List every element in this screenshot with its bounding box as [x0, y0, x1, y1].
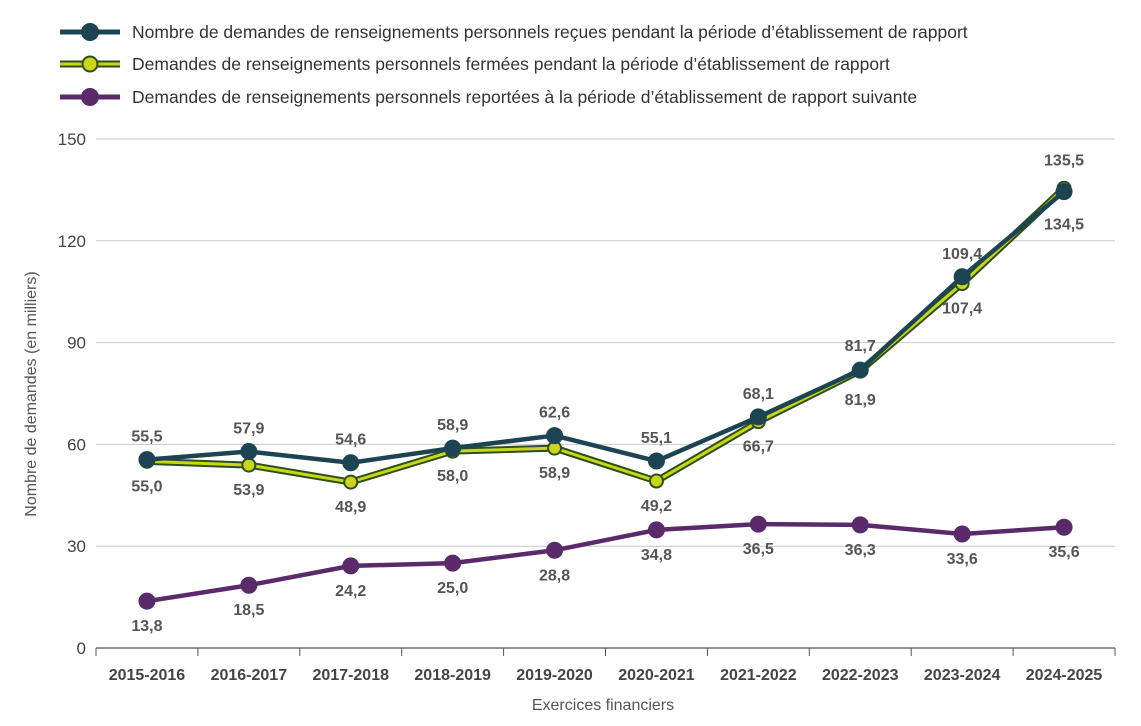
data-label: 25,0	[437, 580, 468, 597]
legend-marker-received	[81, 23, 99, 41]
axes: 0 30 60 90 120 150 2015-2016 2016-2017 2017-2018…	[58, 130, 1116, 684]
data-label: 68,1	[743, 386, 774, 403]
data-point	[749, 408, 767, 426]
series-0	[138, 183, 1073, 472]
data-point	[1055, 183, 1073, 201]
legend-label-closed: Demandes de renseignements personnels fe…	[132, 54, 890, 74]
x-tick-label: 2021-2022	[720, 667, 797, 684]
x-tick-label: 2015-2016	[109, 667, 186, 684]
y-tick-label: 0	[77, 639, 86, 658]
x-tick-label: 2019-2020	[516, 667, 593, 684]
data-labels: 55,5 57,9 54,6 58,9 62,6 55,1 68,1 81,9 109,4 134…	[131, 153, 1084, 636]
data-label: 36,5	[743, 541, 774, 558]
y-tick-label: 120	[58, 232, 86, 251]
data-point	[851, 516, 869, 534]
data-label: 135,5	[1044, 153, 1084, 170]
legend-marker-closed	[81, 55, 99, 73]
data-label: 109,4	[942, 246, 982, 263]
data-point	[240, 576, 258, 594]
y-tick-label: 60	[67, 435, 86, 454]
series-1	[139, 180, 1072, 490]
data-label: 55,0	[131, 478, 162, 495]
data-point	[343, 474, 359, 490]
data-point	[241, 457, 257, 473]
data-label: 57,9	[233, 421, 264, 438]
data-label: 58,9	[437, 417, 468, 434]
x-tick-label: 2024-2025	[1026, 667, 1103, 684]
data-point	[953, 525, 971, 543]
data-point	[444, 554, 462, 572]
series-layer	[138, 180, 1073, 610]
gridlines	[96, 138, 1115, 547]
data-label: 28,8	[539, 567, 570, 584]
data-label: 49,2	[641, 498, 672, 515]
y-tick-label: 30	[67, 537, 86, 556]
data-label: 48,9	[335, 499, 366, 516]
data-label: 58,0	[437, 468, 468, 485]
data-label: 13,8	[131, 618, 162, 635]
series-line	[146, 521, 1065, 604]
data-point	[138, 451, 156, 469]
data-label: 53,9	[233, 482, 264, 499]
data-point	[647, 521, 665, 539]
data-point	[444, 439, 462, 457]
series-line	[146, 187, 1066, 484]
legend-label-received: Nombre de demandes de renseignements per…	[132, 22, 968, 42]
data-label: 55,5	[131, 429, 162, 446]
x-tick-label: 2023-2024	[924, 667, 1001, 684]
x-tick-label: 2022-2023	[822, 667, 899, 684]
data-label: 55,1	[641, 430, 672, 447]
x-tick-label: 2020-2021	[618, 667, 695, 684]
data-point	[648, 473, 664, 489]
data-label: 24,2	[335, 583, 366, 600]
legend-label-carried-over: Demandes de renseignements personnels re…	[132, 87, 917, 107]
data-point	[1055, 518, 1073, 536]
data-label: 62,6	[539, 405, 570, 422]
data-label: 36,3	[845, 542, 876, 559]
series-line-outline	[146, 185, 1067, 486]
data-label: 18,5	[233, 602, 264, 619]
data-label: 33,6	[947, 551, 978, 568]
legend-marker-carried-over	[81, 88, 99, 106]
x-axis-title: Exercices financiers	[532, 697, 674, 714]
data-point	[546, 427, 564, 445]
x-tick-label: 2016-2017	[211, 667, 288, 684]
y-axis-title: Nombre de demandes (en milliers)	[23, 271, 40, 516]
x-tick-label: 2018-2019	[414, 667, 491, 684]
legend-item-carried-over: Demandes de renseignements personnels re…	[60, 87, 917, 107]
data-label: 81,7	[845, 338, 876, 355]
legend: Nombre de demandes de renseignements per…	[60, 22, 968, 107]
data-label: 58,9	[539, 465, 570, 482]
data-label: 54,6	[335, 432, 366, 449]
y-tick-label: 150	[58, 130, 86, 149]
data-point	[342, 454, 360, 472]
data-label: 107,4	[942, 301, 982, 318]
data-point	[749, 515, 767, 533]
data-point	[342, 557, 360, 575]
data-point	[953, 268, 971, 286]
series-line	[146, 189, 1066, 465]
data-label: 134,5	[1044, 217, 1084, 234]
legend-item-closed: Demandes de renseignements personnels fe…	[60, 54, 890, 74]
legend-item-received: Nombre de demandes de renseignements per…	[60, 22, 968, 42]
data-point	[546, 541, 564, 559]
data-label: 35,6	[1048, 544, 1079, 561]
y-tick-label: 90	[67, 334, 86, 353]
data-point	[240, 443, 258, 461]
data-point	[851, 361, 869, 379]
data-point	[138, 592, 156, 610]
series-2	[138, 515, 1073, 610]
data-label: 34,8	[641, 547, 672, 564]
data-point	[647, 452, 665, 470]
data-label: 81,9	[845, 392, 876, 409]
data-label: 66,7	[743, 439, 774, 456]
x-tick-label: 2017-2018	[312, 667, 389, 684]
